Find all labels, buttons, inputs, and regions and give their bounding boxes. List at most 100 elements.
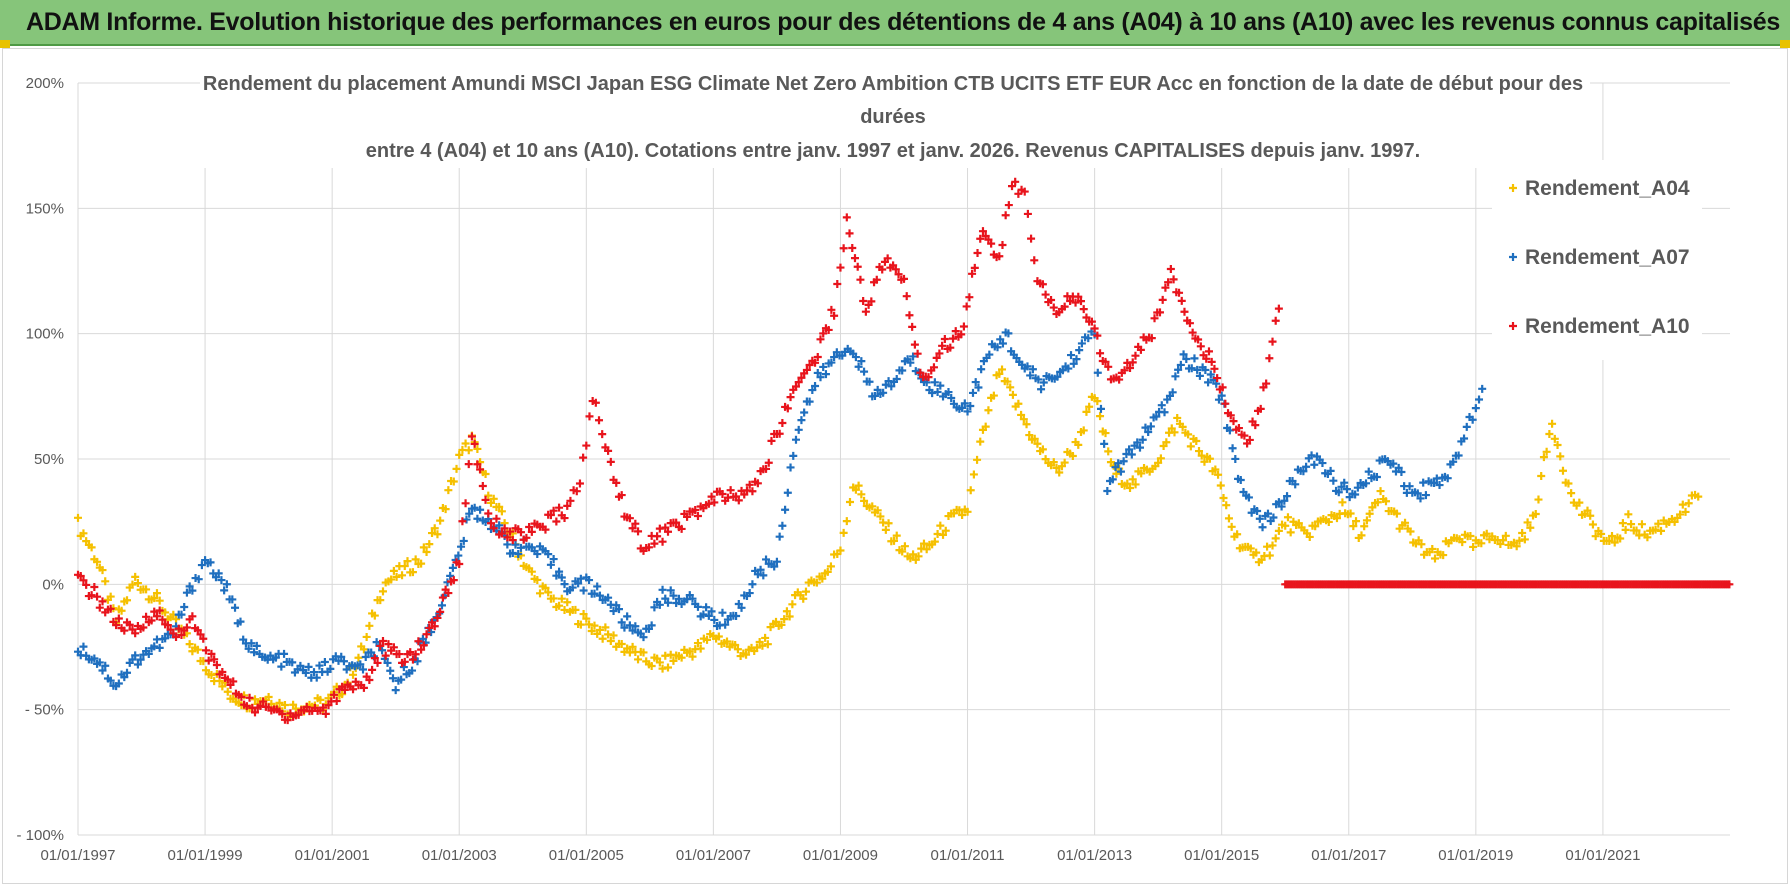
point-rendement-a07 <box>1258 523 1267 532</box>
point-rendement-a04 <box>669 656 678 665</box>
point-rendement-a07 <box>1443 474 1452 483</box>
point-rendement-a07 <box>1176 360 1185 369</box>
point-rendement-a07 <box>1430 478 1439 487</box>
point-rendement-a07 <box>408 666 417 675</box>
point-rendement-a07 <box>574 579 583 588</box>
point-rendement-a04 <box>1197 451 1206 460</box>
report-title: ADAM Informe. Evolution historique des p… <box>26 8 1780 36</box>
point-rendement-a10 <box>438 593 447 602</box>
point-rendement-a07 <box>585 576 594 585</box>
point-rendement-a04 <box>1186 442 1195 451</box>
point-rendement-a07 <box>688 594 697 603</box>
point-rendement-a07 <box>320 657 329 666</box>
point-rendement-a07 <box>383 658 392 667</box>
point-rendement-a07 <box>748 580 757 589</box>
point-rendement-a07 <box>359 665 368 674</box>
point-rendement-a07 <box>1034 375 1043 384</box>
point-rendement-a10 <box>444 589 453 598</box>
point-rendement-a07 <box>827 358 836 367</box>
point-rendement-a10 <box>139 623 148 632</box>
legend-label: Rendement_A04 <box>1525 177 1690 200</box>
point-rendement-a10 <box>112 621 121 630</box>
point-rendement-a04 <box>1469 542 1478 551</box>
point-rendement-a07 <box>772 557 781 566</box>
point-rendement-a10 <box>661 523 670 532</box>
point-rendement-a04 <box>1128 475 1137 484</box>
point-rendement-a07 <box>1337 482 1346 491</box>
point-rendement-a07 <box>1168 388 1177 397</box>
point-rendement-a07 <box>1255 514 1264 523</box>
point-rendement-a10 <box>242 702 251 711</box>
point-rendement-a07 <box>337 652 346 661</box>
point-rendement-a07 <box>857 357 866 366</box>
point-rendement-a10 <box>1115 375 1124 384</box>
point-rendement-a10 <box>932 353 941 362</box>
point-rendement-a10 <box>1120 366 1129 375</box>
point-rendement-a07 <box>816 373 825 382</box>
x-tick-label: 01/01/2021 <box>1565 847 1640 864</box>
point-rendement-a04 <box>495 502 504 511</box>
point-rendement-a10 <box>693 511 702 520</box>
point-rendement-a04 <box>1052 463 1061 472</box>
point-rendement-a04 <box>688 652 697 661</box>
point-rendement-a04 <box>1575 498 1584 507</box>
point-rendement-a10 <box>411 650 420 659</box>
point-rendement-a07 <box>721 620 730 629</box>
point-rendement-a07 <box>296 661 305 670</box>
point-rendement-a10 <box>283 716 292 725</box>
point-rendement-a07 <box>1039 378 1048 387</box>
point-rendement-a07 <box>1072 355 1081 364</box>
point-rendement-a10 <box>764 458 773 467</box>
y-tick-label: 100% <box>26 326 64 343</box>
point-rendement-a10 <box>902 292 911 301</box>
legend-marker <box>1509 253 1517 261</box>
point-rendement-a07 <box>315 661 324 670</box>
point-rendement-a04 <box>973 455 982 464</box>
banner-corner-left <box>0 40 10 48</box>
point-rendement-a07 <box>1028 365 1037 374</box>
point-rendement-a07 <box>106 676 115 685</box>
point-rendement-a10 <box>891 265 900 274</box>
point-rendement-a10 <box>449 576 458 585</box>
point-rendement-a07 <box>808 386 817 395</box>
point-rendement-a10 <box>251 708 259 717</box>
point-rendement-a04 <box>1482 529 1491 538</box>
point-rendement-a04 <box>1624 510 1633 519</box>
point-rendement-a04 <box>1019 415 1028 424</box>
point-rendement-a10 <box>783 404 792 413</box>
point-rendement-a04 <box>1550 434 1559 443</box>
point-rendement-a04 <box>664 663 672 672</box>
point-rendement-a04 <box>1156 454 1165 463</box>
point-rendement-a04 <box>587 626 596 635</box>
point-rendement-a04 <box>1564 479 1573 488</box>
point-rendement-a07 <box>312 673 321 682</box>
point-rendement-a10 <box>691 506 700 515</box>
point-rendement-a10 <box>938 341 947 350</box>
point-rendement-a04 <box>731 641 740 650</box>
point-rendement-a04 <box>349 670 358 679</box>
point-rendement-a10 <box>425 623 434 632</box>
point-rendement-a04 <box>733 645 742 654</box>
point-rendement-a04 <box>1586 511 1595 520</box>
point-rendement-a10 <box>245 693 254 702</box>
point-rendement-a07 <box>1100 439 1109 448</box>
point-rendement-a10 <box>924 373 933 382</box>
point-rendement-a04 <box>392 572 401 581</box>
point-rendement-a07 <box>1214 395 1223 404</box>
point-rendement-a04 <box>892 531 901 540</box>
point-rendement-a04 <box>1537 472 1546 481</box>
point-rendement-a10 <box>786 393 795 402</box>
point-rendement-a10 <box>767 436 776 445</box>
point-rendement-a10 <box>836 263 845 272</box>
point-rendement-a04 <box>1283 513 1292 522</box>
point-rendement-a04 <box>799 594 808 603</box>
point-rendement-a07 <box>759 571 768 580</box>
point-rendement-a04 <box>1373 498 1382 507</box>
point-rendement-a07 <box>301 668 310 677</box>
point-rendement-a10 <box>935 349 944 358</box>
point-rendement-a07 <box>1093 368 1102 377</box>
point-rendement-a07 <box>533 550 542 559</box>
point-rendement-a07 <box>1053 372 1062 381</box>
point-rendement-a10 <box>995 252 1004 261</box>
point-rendement-a10 <box>1210 364 1219 373</box>
